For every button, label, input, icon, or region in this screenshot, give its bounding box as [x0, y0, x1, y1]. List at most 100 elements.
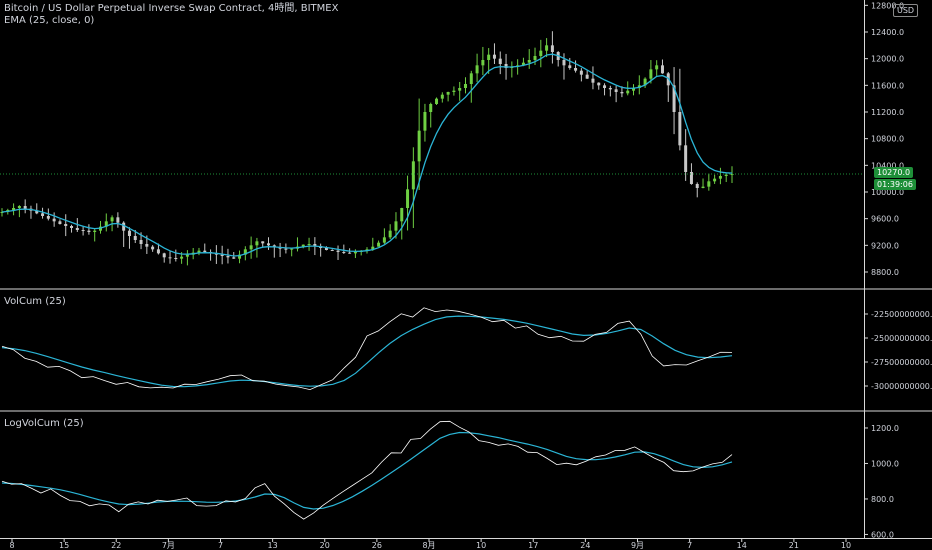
candle-body — [417, 130, 421, 162]
candle-body — [724, 174, 728, 176]
candle-body — [394, 221, 398, 231]
candle-body — [290, 248, 294, 250]
candle-body — [52, 218, 56, 222]
y-tick-label: 10800.0 — [871, 135, 904, 144]
y-tick-label: 12000.0 — [871, 55, 904, 64]
candle-body — [93, 230, 97, 232]
candle-body — [684, 145, 688, 172]
candle-body — [429, 104, 433, 112]
candle-body — [330, 250, 334, 251]
x-tick-label: 15 — [59, 541, 69, 550]
candle-body — [632, 88, 636, 91]
candle-body — [406, 189, 410, 208]
candle-body — [377, 242, 381, 247]
y-tick-label: 8800.0 — [871, 268, 899, 277]
candle-body — [353, 252, 357, 254]
candle-body — [603, 85, 607, 88]
candle-body — [718, 176, 722, 179]
candle-body — [127, 230, 131, 236]
candle-body — [597, 82, 601, 86]
x-tick-label: 24 — [580, 541, 590, 550]
x-tick-label: 20 — [320, 541, 330, 550]
candle-body — [35, 210, 39, 214]
candle-body — [591, 78, 595, 83]
candle-body — [226, 256, 230, 258]
candle-body — [371, 246, 375, 250]
last-price-tag: 10270.0 — [874, 167, 914, 178]
candle-body — [689, 172, 693, 184]
candle-body — [255, 241, 259, 246]
candle-body — [324, 248, 328, 250]
y-tick-label: -30000000000.0 — [871, 382, 932, 391]
candle-body — [568, 65, 572, 68]
candle-body — [41, 213, 45, 216]
x-tick-label: 7 — [687, 541, 692, 550]
candle-body — [174, 258, 178, 259]
candle-body — [261, 241, 265, 244]
candle-body — [614, 89, 618, 92]
x-tick-label: 8月 — [422, 541, 435, 550]
candle-body — [116, 217, 120, 223]
candle-body — [162, 253, 166, 258]
candle-body — [533, 56, 537, 60]
candle-body — [70, 226, 74, 228]
candle-body — [151, 246, 155, 250]
ema-indicator-label: EMA (25, close, 0) — [4, 15, 95, 26]
candle-body — [435, 98, 439, 104]
y-tick-label: 11600.0 — [871, 81, 904, 90]
candle-body — [214, 253, 218, 255]
logvolcum-ema-line — [1, 431, 733, 510]
candle-body — [469, 73, 473, 84]
y-tick-label: 1000.0 — [871, 459, 899, 468]
candle-body — [620, 92, 624, 94]
candle-body — [400, 208, 404, 222]
candle-body — [562, 60, 566, 66]
candle-body — [238, 254, 242, 259]
candle-body — [655, 65, 659, 70]
candle-body — [521, 62, 525, 66]
x-tick-label: 13 — [268, 541, 278, 550]
candle-body — [301, 244, 305, 247]
candle-body — [388, 230, 392, 238]
candle-body — [197, 250, 201, 253]
volcum-line — [1, 307, 733, 391]
x-tick-label: 26 — [372, 541, 382, 550]
candle-body — [539, 50, 543, 56]
y-tick-label: -22500000000.0 — [871, 310, 932, 319]
candle-body — [336, 250, 340, 252]
candle-body — [156, 249, 160, 254]
candle-body — [382, 237, 386, 243]
candle-body — [220, 254, 224, 256]
bar-countdown-tag: 01:39:06 — [874, 179, 916, 190]
y-tick-label: 10000.0 — [871, 188, 904, 197]
candle-body — [585, 74, 589, 79]
y-tick-label: 12400.0 — [871, 28, 904, 37]
x-tick-label: 21 — [789, 541, 799, 550]
candle-body — [643, 78, 647, 86]
candle-body — [243, 249, 247, 255]
y-tick-label: 1200.0 — [871, 424, 899, 433]
candle-body — [504, 64, 508, 68]
candle-body — [550, 45, 554, 52]
x-tick-label: 7 — [218, 541, 223, 550]
candle-body — [608, 88, 612, 90]
x-tick-label: 14 — [737, 541, 747, 550]
candle-body — [87, 230, 91, 232]
candle-body — [185, 254, 189, 257]
y-tick-label: 9600.0 — [871, 215, 899, 224]
x-tick-label: 8 — [9, 541, 14, 550]
candle-body — [452, 90, 456, 92]
candle-body — [440, 94, 444, 99]
candle-body — [579, 70, 583, 75]
candle-body — [446, 92, 450, 95]
currency-button[interactable]: USD — [893, 4, 919, 17]
candle-body — [58, 221, 62, 224]
logvolcum-pane-title: LogVolCum (25) — [4, 418, 84, 429]
candle-body — [145, 244, 149, 247]
candle-body — [46, 216, 50, 219]
y-tick-label: 11200.0 — [871, 108, 904, 117]
candle-body — [660, 65, 664, 74]
candle-body — [365, 249, 369, 251]
candle-body — [307, 244, 311, 245]
